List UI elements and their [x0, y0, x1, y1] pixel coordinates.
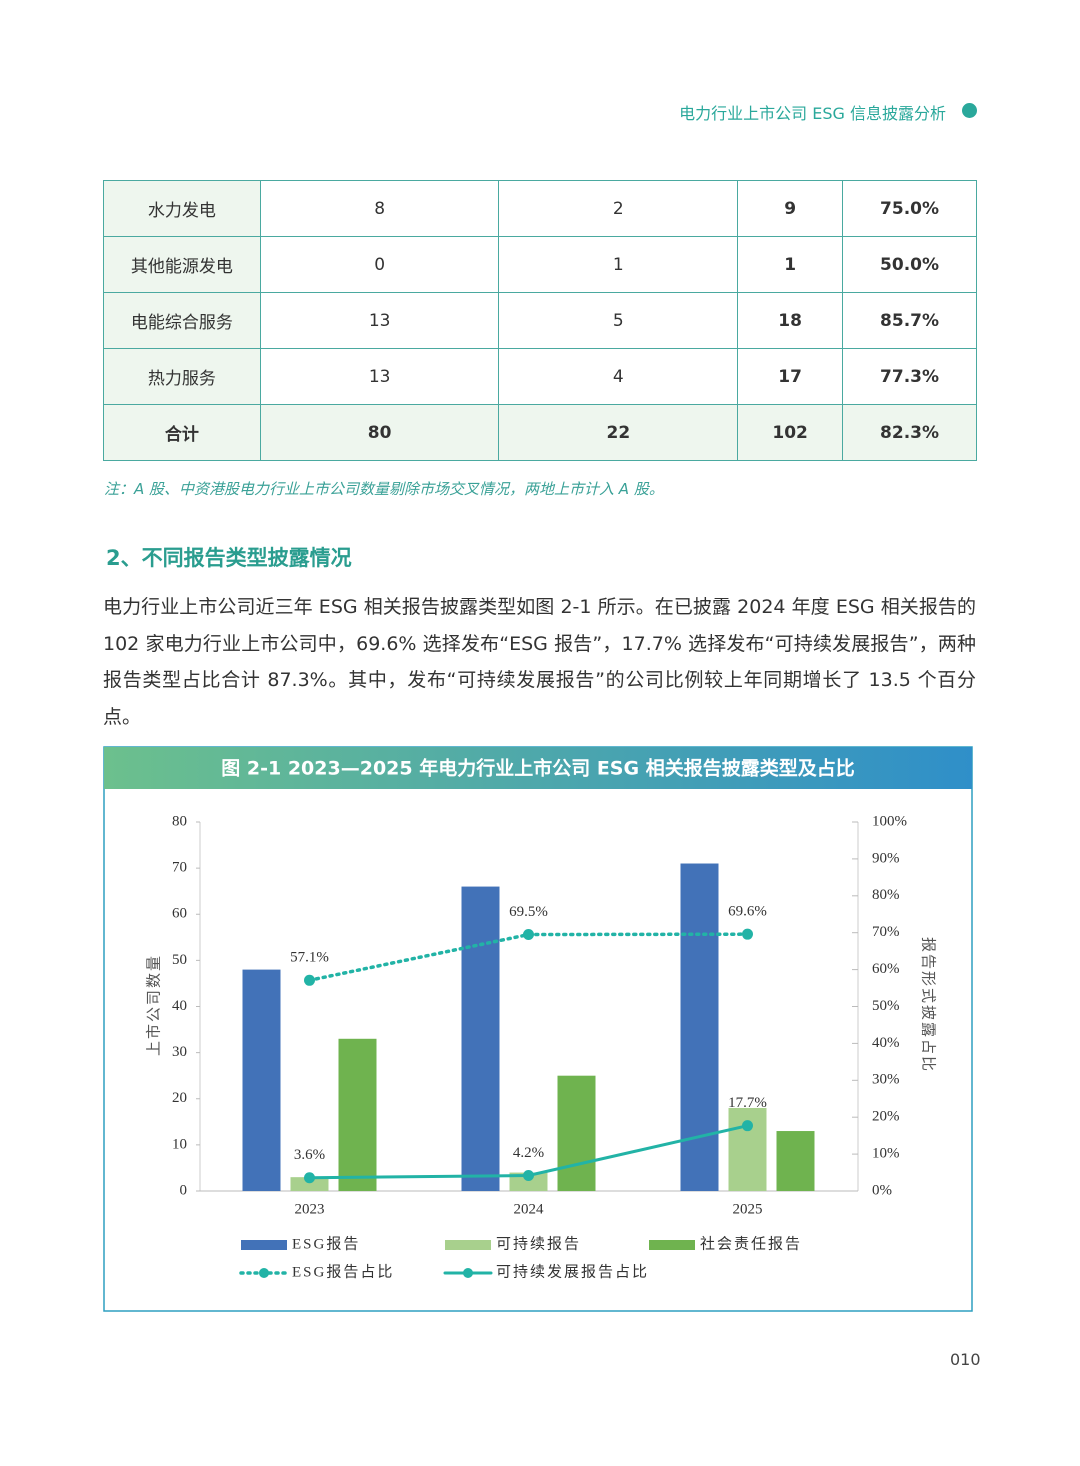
table-cell: 22 [498, 404, 739, 461]
table-cell: 17 [737, 348, 844, 405]
table-cell: 合计 [103, 404, 261, 461]
chart-title-band [104, 747, 972, 789]
y-axis-title: 上市公司数量 [145, 954, 162, 1056]
data-label: 4.2% [513, 1145, 544, 1161]
legend-label: 社会责任报告 [700, 1235, 802, 1252]
x-tick-label: 2023 [295, 1201, 325, 1217]
table-note: 注：A 股、中资港股电力行业上市公司数量剔除市场交叉情况，两地上市计入 A 股。 [104, 480, 664, 498]
bar [338, 1038, 377, 1191]
y2-tick-label: 30% [872, 1072, 900, 1088]
table-cell: 水力发电 [103, 180, 261, 237]
bar [509, 1172, 548, 1191]
legend-label: ESG报告占比 [292, 1263, 394, 1280]
table-cell: 9 [737, 180, 844, 237]
table-cell: 5 [498, 292, 739, 349]
y2-tick-label: 40% [872, 1035, 900, 1051]
table-row: 电能综合服务 13 5 18 85.7% [103, 292, 977, 349]
table-cell: 电能综合服务 [103, 292, 261, 349]
y-tick-label: 60 [172, 906, 187, 922]
data-label: 69.6% [728, 904, 767, 920]
line-point [742, 1120, 753, 1132]
y-tick-label: 80 [172, 813, 187, 829]
line-point [523, 1170, 534, 1182]
legend-label: ESG报告 [292, 1235, 360, 1252]
section-paragraph: 电力行业上市公司近三年 ESG 相关报告披露类型如图 2-1 所示。在已披露 2… [103, 596, 976, 728]
line-point [304, 974, 315, 986]
x-tick-label: 2025 [733, 1201, 763, 1217]
table-cell: 102 [737, 404, 844, 461]
y2-tick-label: 10% [872, 1146, 900, 1162]
bar [680, 863, 719, 1191]
bar [461, 886, 500, 1191]
y2-tick-label: 80% [872, 887, 900, 903]
legend-swatch [463, 1268, 473, 1278]
legend-label: 可持续发展报告占比 [496, 1263, 649, 1280]
y2-tick-label: 0% [872, 1182, 892, 1198]
table-cell: 其他能源发电 [103, 236, 261, 293]
table-cell: 80 [259, 404, 500, 461]
data-table: 水力发电 8 2 9 75.0% 其他能源发电 0 1 1 50.0% 电能综合服务 13 5 18 85.… [103, 180, 977, 461]
bar [290, 1177, 329, 1191]
running-header: 电力行业上市公司 ESG 信息披露分析 [679, 104, 946, 123]
y2-tick-label: 90% [872, 850, 900, 866]
bar [242, 969, 281, 1191]
y-tick-label: 20 [172, 1090, 187, 1106]
table-cell: 50.0% [842, 236, 977, 293]
y2-tick-label: 70% [872, 924, 900, 940]
table-row: 水力发电 8 2 9 75.0% [103, 180, 977, 237]
data-label: 3.6% [294, 1147, 325, 1163]
y-tick-label: 50 [172, 952, 187, 968]
y2-tick-label: 20% [872, 1109, 900, 1125]
page-number: 010 [950, 1350, 981, 1369]
section-heading: 2、不同报告类型披露情况 [106, 546, 352, 570]
y-tick-label: 40 [172, 998, 187, 1014]
table-cell: 8 [259, 180, 500, 237]
line-point [304, 1172, 315, 1184]
y-tick-label: 0 [180, 1182, 188, 1198]
table-cell: 85.7% [842, 292, 977, 349]
y2-tick-label: 100% [872, 813, 907, 829]
legend-swatch [259, 1268, 269, 1278]
x-tick-label: 2024 [514, 1201, 545, 1217]
bar [776, 1131, 815, 1191]
line-point [523, 929, 534, 941]
legend-swatch [241, 1240, 287, 1250]
bar [557, 1075, 596, 1191]
y-tick-label: 30 [172, 1044, 187, 1060]
table-cell: 热力服务 [103, 348, 261, 405]
line-point [742, 928, 753, 940]
table-cell: 1 [737, 236, 844, 293]
y2-axis-title: 报告形式披露占比 [920, 937, 937, 1073]
y-tick-label: 10 [172, 1136, 187, 1152]
y-tick-label: 70 [172, 860, 187, 876]
chart-title: 图 2-1 2023—2025 年电力行业上市公司 ESG 相关报告披露类型及占… [221, 757, 854, 780]
legend-swatch [649, 1240, 695, 1250]
table-cell: 18 [737, 292, 844, 349]
legend-swatch [445, 1240, 491, 1250]
data-label: 17.7% [728, 1095, 767, 1111]
table-row: 合计 80 22 102 82.3% [103, 404, 977, 461]
legend-label: 可持续报告 [496, 1235, 581, 1252]
data-label: 69.5% [509, 904, 548, 920]
header-dot [962, 103, 977, 118]
table-cell: 82.3% [842, 404, 977, 461]
y2-tick-label: 60% [872, 961, 900, 977]
table-cell: 75.0% [842, 180, 977, 237]
chart-frame [103, 746, 973, 1312]
data-label: 57.1% [290, 950, 329, 966]
y2-tick-label: 50% [872, 998, 900, 1014]
table-cell: 0 [259, 236, 500, 293]
